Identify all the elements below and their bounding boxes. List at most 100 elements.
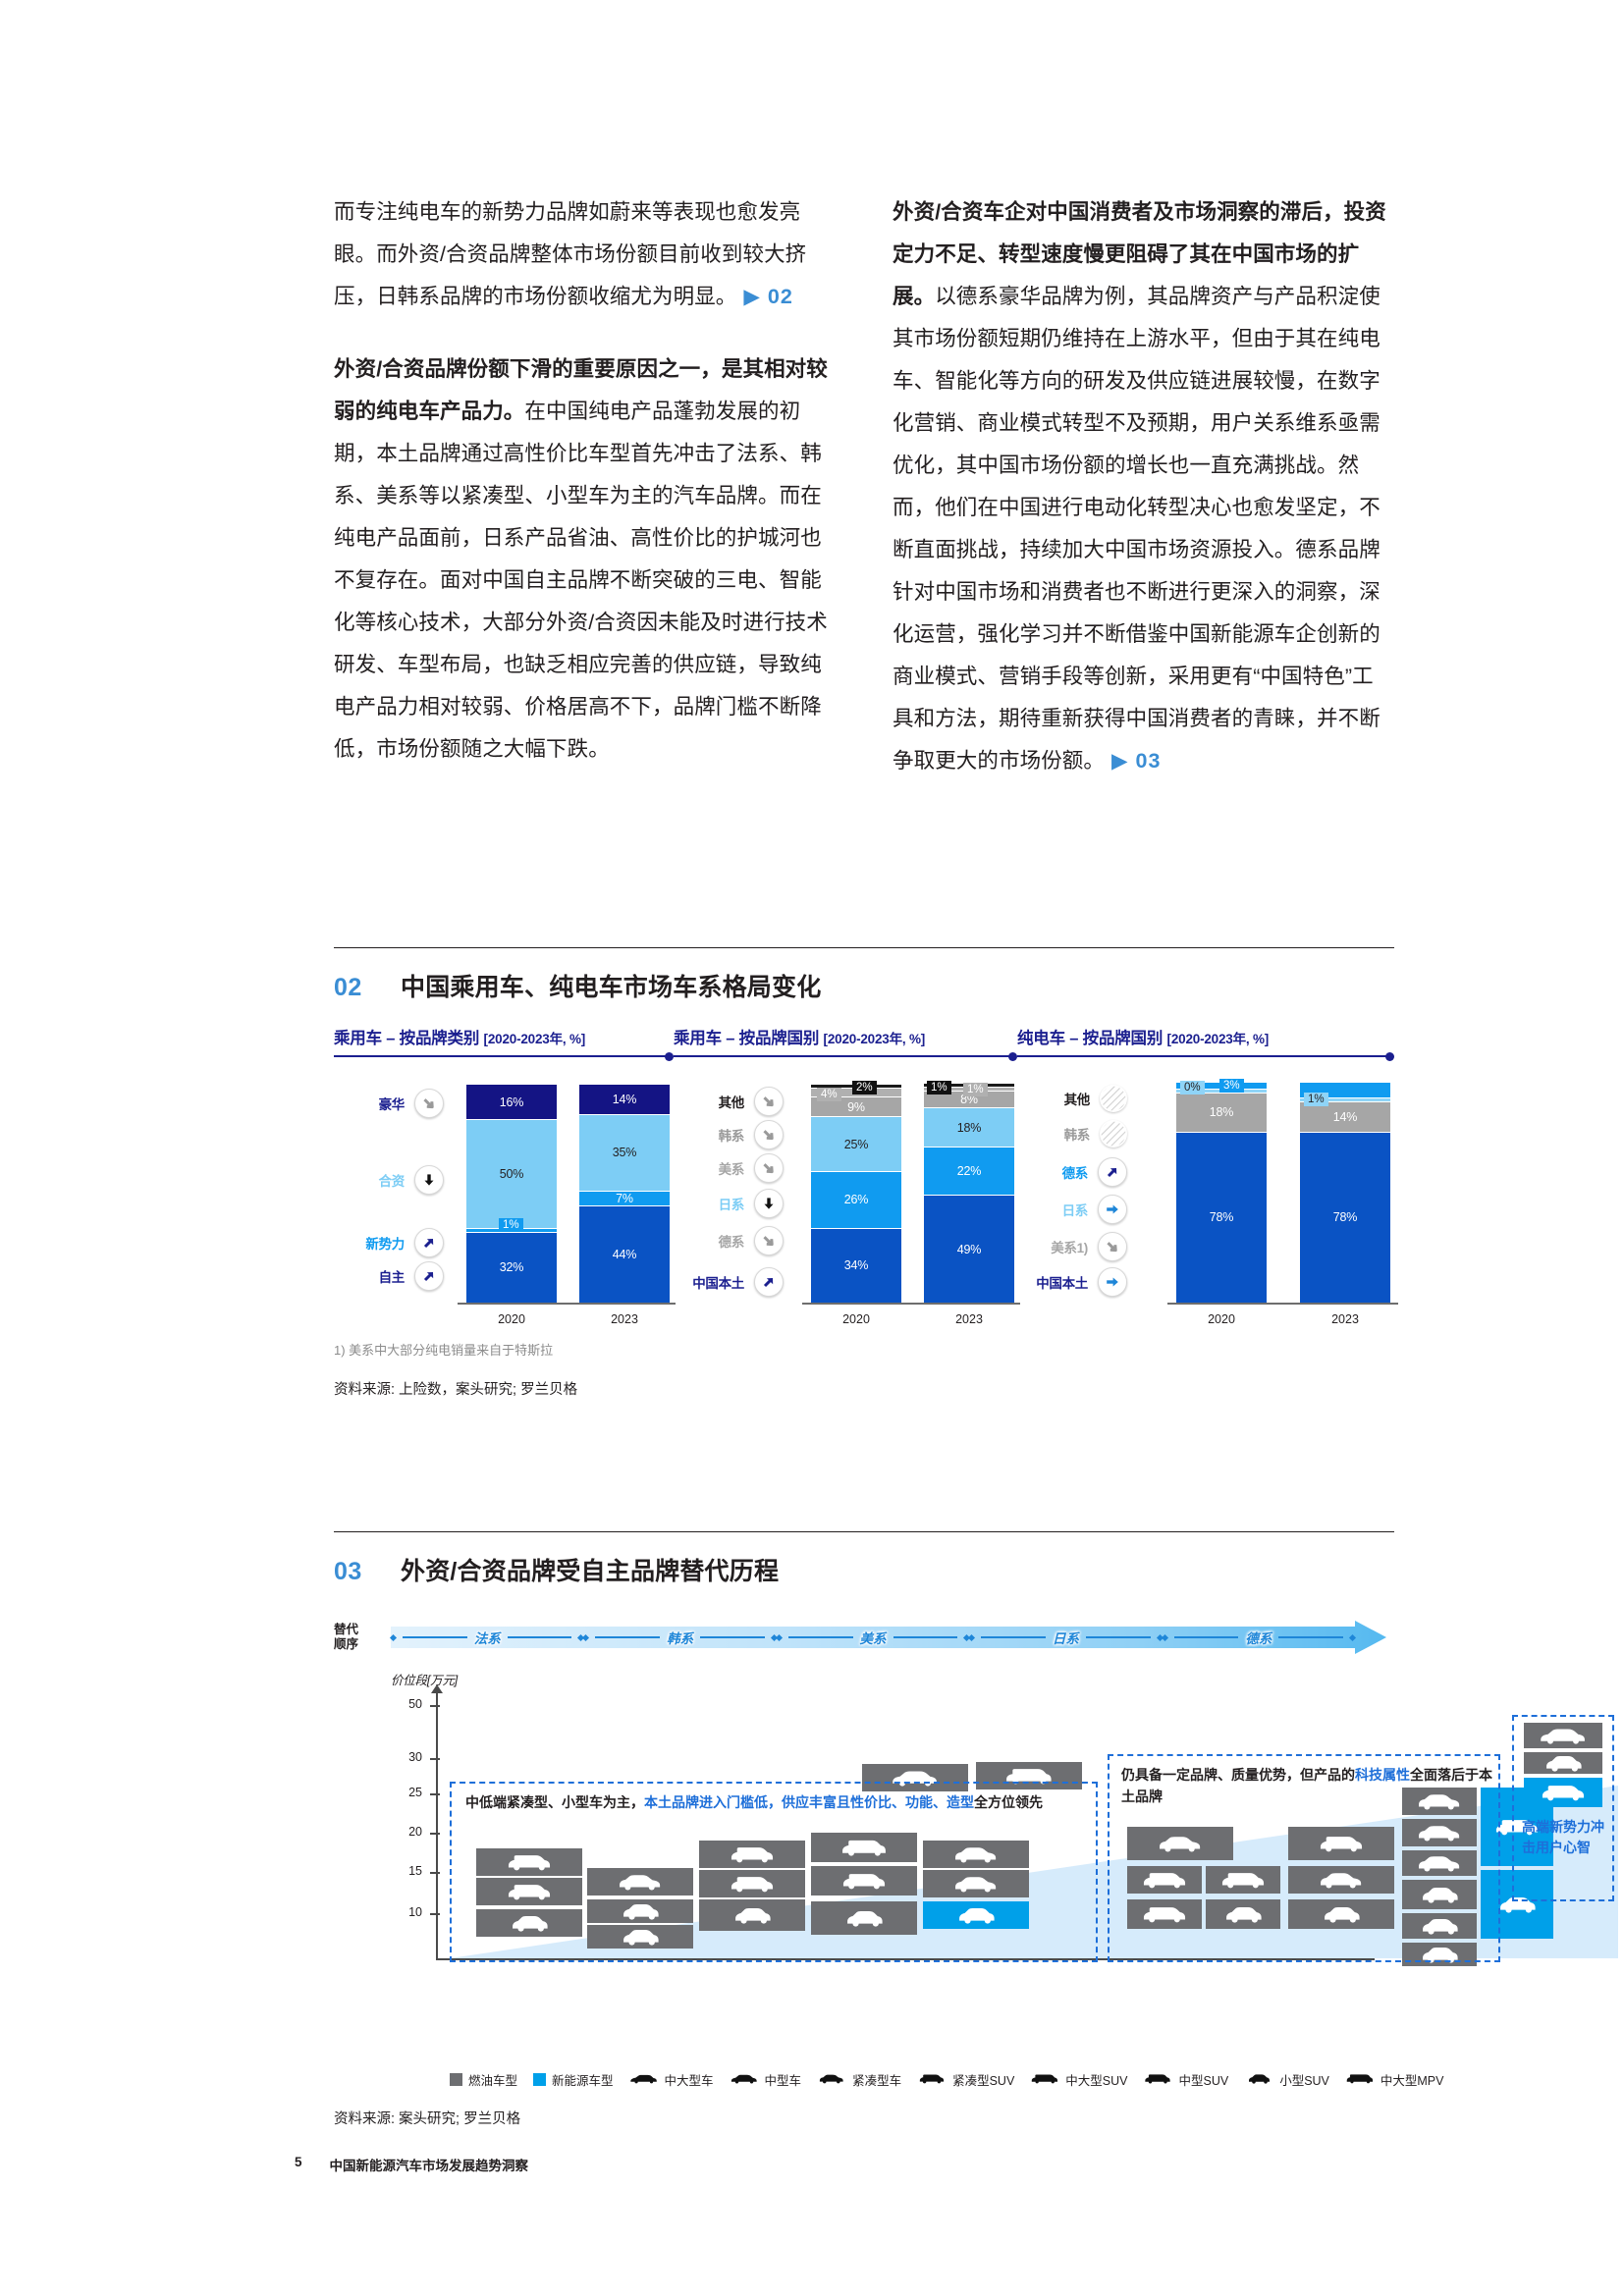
bar-segment-日系	[1300, 1097, 1390, 1102]
legend-label: 自主	[378, 1270, 406, 1285]
chart-2-range: [2020-2023年, %]	[823, 1032, 926, 1046]
bar-segment-美系1): 18%	[1176, 1093, 1267, 1133]
timeline-bar	[981, 1636, 1046, 1638]
compact-icon	[950, 1843, 1001, 1865]
y-tick-mark	[430, 1758, 440, 1760]
section-divider	[334, 1531, 1394, 1532]
y-tick-label: 10	[408, 1905, 422, 1919]
annotation-box-low-mid	[450, 1782, 1098, 1962]
bar-value-callout: 0%	[1180, 1081, 1205, 1095]
x-axis-line	[1167, 1303, 1398, 1305]
y-tick-label: 30	[408, 1750, 422, 1764]
legend-item-德系: 德系	[1017, 1157, 1127, 1187]
annotation-highlight: 高端新势力冲击用户心智	[1522, 1819, 1604, 1855]
y-tick-label: 50	[408, 1697, 422, 1711]
trend-up-right-icon	[1098, 1157, 1127, 1187]
bar-value-callout: 1%	[927, 1081, 951, 1095]
car-cell-small-suv	[1206, 1899, 1280, 1929]
legend-label: 其他	[1063, 1093, 1091, 1107]
legend-label: 中大型SUV	[1065, 2074, 1128, 2088]
mid-suv-icon	[839, 1837, 890, 1858]
legend-label: 合资	[378, 1174, 406, 1189]
chart-legend: 豪华 合资 新势力 自主	[334, 1079, 444, 1305]
car-cell-compact	[1288, 1866, 1394, 1894]
legend-label: 豪华	[378, 1097, 406, 1112]
bar-value-label: 78%	[1332, 1210, 1358, 1225]
legend-label: 中国本土	[692, 1276, 744, 1291]
car-cell-small-suv	[587, 1925, 693, 1949]
cross-reference: ▶ 03	[1105, 749, 1162, 773]
paragraph: 外资/合资车企对中国消费者及市场洞察的滞后，投资定力不足、转型速度慢更阻碍了其在…	[893, 191, 1394, 782]
legend-label: 中型车	[764, 2074, 802, 2088]
car-cell-compact-suv	[1288, 1827, 1394, 1860]
section-03-header: 03 外资/合资品牌受自主品牌替代历程	[334, 1552, 1394, 1587]
bar-segment-日系: 25%	[811, 1117, 901, 1172]
timeline-dot	[968, 1633, 976, 1641]
bar-value-label: 50%	[499, 1166, 524, 1181]
emphasis-text: 外资/合资品牌份额下滑的重要原因之一，是其相对较弱的纯电车产品力。	[334, 357, 828, 423]
bar-2020: 18% 78%	[1176, 1083, 1267, 1303]
compact-suv-icon	[917, 2072, 947, 2088]
small-suv-icon	[1316, 1903, 1367, 1925]
legend-entry: 中型车	[730, 2070, 802, 2089]
compact-suv-icon	[504, 1881, 555, 1902]
chart-passenger-by-brand-country: 乘用车 – 按品牌国别 [2020-2023年, %] 其他 韩系 美系 日系 德系 中国…	[674, 1025, 1020, 1326]
legend-entry: 小型SUV	[1244, 2070, 1329, 2089]
legend-item-合资: 合资	[334, 1165, 444, 1195]
legend-entry: 紧凑型车	[817, 2070, 901, 2089]
bar-2023: 14% 35% 7% 44%	[579, 1085, 670, 1303]
legend-item-新势力: 新势力	[334, 1228, 444, 1257]
compact-suv-icon	[1538, 1782, 1589, 1803]
car-cell-small-suv	[1402, 1913, 1477, 1939]
bar-segment-新势力: 7%	[579, 1191, 670, 1207]
car-cell-compact-suv	[476, 1878, 582, 1905]
y-tick-mark	[430, 1913, 440, 1915]
car-cell-compact-suv	[811, 1866, 917, 1896]
legend-label: 小型SUV	[1279, 2074, 1329, 2088]
x-axis-label: 2023	[955, 1312, 983, 1326]
legend-item-美系1): 美系1)	[1017, 1232, 1127, 1261]
x-axis-label: 2020	[1208, 1312, 1235, 1326]
section-02-number: 02	[334, 974, 362, 1001]
annotation-text: 全方位领先	[974, 1794, 1043, 1810]
bar-value-callout: 3%	[1219, 1079, 1244, 1093]
bar-value-label: 26%	[843, 1193, 869, 1207]
timeline-dot	[1348, 1633, 1357, 1641]
annotation-text: 中低端紧凑型、小型车为主，	[465, 1794, 644, 1810]
car-cell-compact-suv	[1127, 1866, 1202, 1894]
bar-2020: 9% 25% 26% 34%	[811, 1085, 901, 1303]
compact-suv-icon	[727, 1873, 778, 1895]
timeline-items: 法系 韩系 美系 日系 德系	[389, 1621, 1357, 1654]
legend-entry: 中大型MPV	[1345, 2070, 1443, 2089]
timeline-bar	[1085, 1636, 1151, 1638]
legend-entry: 新能源车型	[533, 2070, 614, 2089]
footer-title: 中国新能源汽车市场发展趋势洞察	[329, 2159, 529, 2173]
bar-2023: 14% 78%	[1300, 1083, 1390, 1303]
large-suv-icon	[1030, 2072, 1059, 2088]
legend-label: 其他	[718, 1095, 745, 1110]
compact-suv-icon	[1316, 1833, 1367, 1854]
bar-value-label: 78%	[1209, 1210, 1234, 1225]
bar-value-callout: 1%	[499, 1218, 523, 1232]
page-number: 5	[295, 2155, 302, 2169]
bar-value-label: 9%	[847, 1099, 865, 1114]
small-suv-icon	[504, 1912, 555, 1934]
section-02: 02 中国乘用车、纯电车市场车系格局变化 乘用车 – 按品牌类别 [2020-2…	[334, 947, 1398, 1399]
timeline-bar	[507, 1636, 572, 1638]
timeline-dot	[582, 1633, 590, 1641]
chart-2-title: 乘用车 – 按品牌国别 [2020-2023年, %]	[674, 1025, 1017, 1048]
timeline-bar	[1278, 1636, 1344, 1638]
y-axis-line	[436, 1691, 438, 1958]
bar-segment-自主: 44%	[579, 1206, 670, 1303]
timeline-dot	[1161, 1633, 1168, 1641]
bar-value-label: 14%	[1332, 1109, 1358, 1124]
y-axis-label: 价位段[万元]	[391, 1674, 459, 1687]
car-cell-small-suv	[1481, 1870, 1553, 1939]
bar-segment-中国本土: 49%	[924, 1196, 1014, 1303]
bar-value-callout: 2%	[852, 1081, 877, 1095]
bar-value-label: 25%	[843, 1137, 869, 1151]
car-cell-compact	[923, 1841, 1029, 1868]
legend-label: 燃油车型	[468, 2074, 518, 2088]
legend-label: 新能源车型	[552, 2074, 614, 2088]
chart-3-title-text: 纯电车 – 按品牌国别	[1017, 1030, 1164, 1047]
